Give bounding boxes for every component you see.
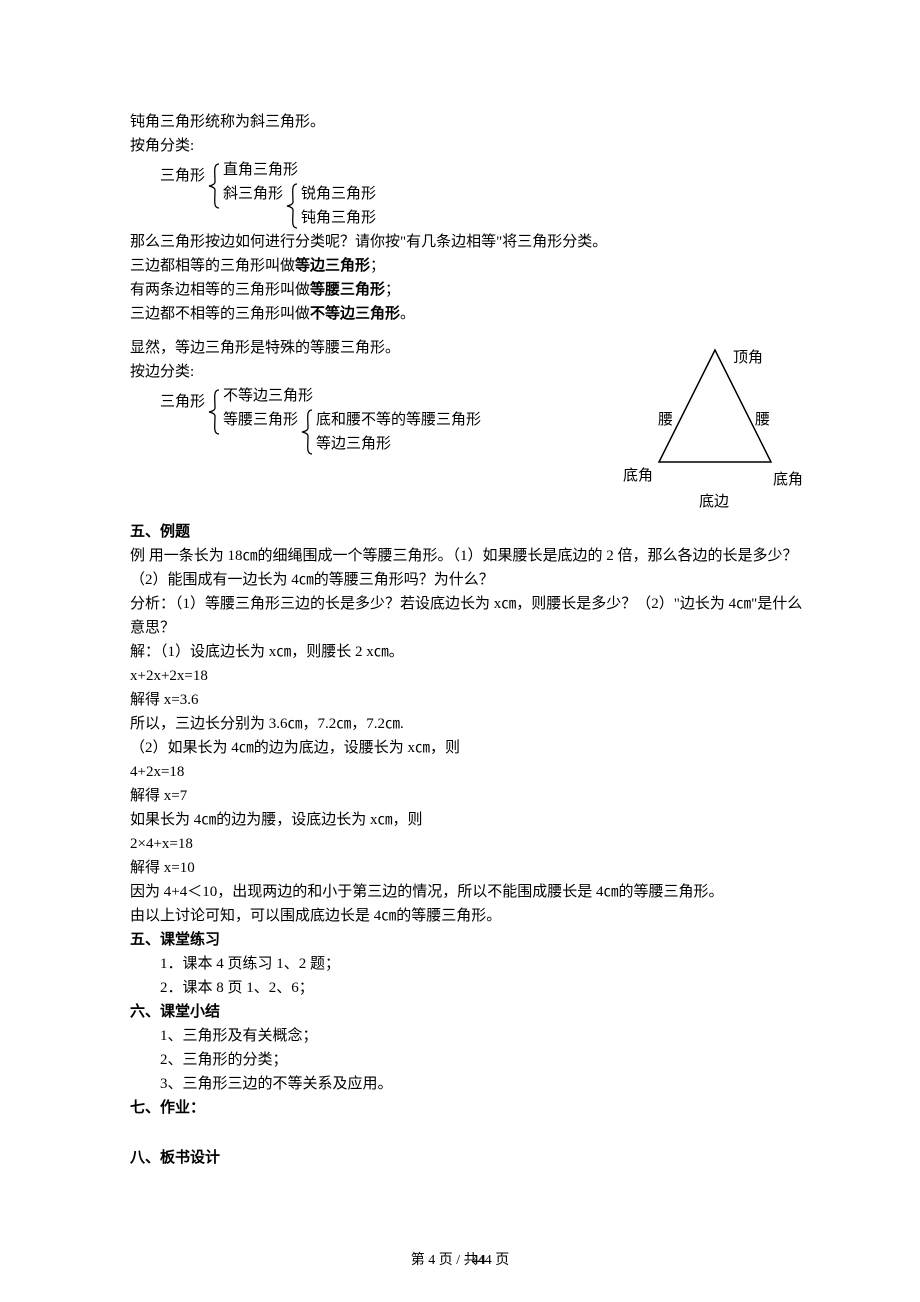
example-eq3: 2×4+x=18 [130,832,805,856]
example-sol1: 解：（1）设底边长为 x㎝，则腰长 2 x㎝。 [130,640,805,664]
heading-homework: 七、作业： [130,1096,805,1120]
edge-branch-isoceles: 等腰三角形 [223,408,298,432]
example-conc2: 由以上讨论可知，可以围成底边长是 4㎝的等腰三角形。 [130,904,805,928]
angle-leaf-obtuse: 钝角三角形 [301,206,376,230]
line-isoceles: 有两条边相等的三角形叫做等腰三角形； [130,278,805,302]
example-sol2b: 如果长为 4㎝的边为腰，设底边长为 x㎝，则 [130,808,805,832]
label-baseangle-left: 底角 [623,464,653,488]
summary-1: 1、三角形及有关概念； [130,1024,805,1048]
line-scalene: 三边都不相等的三角形叫做不等边三角形。 [130,302,805,326]
example-analysis: 分析：（1）等腰三角形三边的长是多少？若设底边长为 x㎝，则腰长是多少？（2）"… [130,592,805,640]
label-leg-right: 腰 [755,408,770,432]
heading-example: 五、例题 [130,520,805,544]
isoceles-diagram: 顶角 腰 腰 底角 底角 底边 [625,336,805,514]
heading-board: 八、板书设计 [130,1146,805,1170]
heading-summary: 六、课堂小结 [130,1000,805,1024]
line-by-angle-label: 按角分类: [130,134,805,158]
edge-branch-scalene: 不等边三角形 [223,384,481,408]
example-eq1r: 解得 x=3.6 [130,688,805,712]
edge-leaf-equilateral: 等边三角形 [316,432,481,456]
label-apex: 顶角 [733,346,763,370]
brace-icon [205,158,223,210]
example-eq2: 4+2x=18 [130,760,805,784]
line-edge-q: 那么三角形按边如何进行分类呢？请你按"有几条边相等"将三角形分类。 [130,230,805,254]
brace-icon [283,182,301,230]
classwork-2: 2．课本 8 页 1、2、6； [130,976,805,1000]
label-baseangle-right: 底角 [773,468,803,492]
brace-icon [205,384,223,436]
example-res1: 所以，三边长分别为 3.6㎝，7.2㎝，7.2㎝. [130,712,805,736]
line-obtuse-oblique: 钝角三角形统称为斜三角形。 [130,110,805,134]
example-conc1: 因为 4+4＜10，出现两边的和小于第三边的情况，所以不能围成腰长是 4㎝的等腰… [130,880,805,904]
heading-classwork: 五、课堂练习 [130,928,805,952]
angle-branch-right: 直角三角形 [223,158,376,182]
example-sol2a: （2）如果长为 4㎝的边为底边，设腰长为 x㎝，则 [130,736,805,760]
example-eq1: x+2x+2x=18 [130,664,805,688]
edge-tree-root: 三角形 [160,384,205,414]
classwork-1: 1．课本 4 页练习 1、2 题； [130,952,805,976]
example-eq2r: 解得 x=7 [130,784,805,808]
example-q: 例 用一条长为 18㎝的细绳围成一个等腰三角形。（1）如果腰长是底边的 2 倍，… [130,544,805,592]
label-leg-left: 腰 [658,408,673,432]
angle-tree-root: 三角形 [160,158,205,188]
example-eq3r: 解得 x=10 [130,856,805,880]
summary-2: 2、三角形的分类； [130,1048,805,1072]
label-base: 底边 [699,490,729,514]
angle-tree: 三角形 直角三角形 斜三角形 锐角三角形 钝角三角形 [130,158,805,230]
edge-tree: 三角形 不等边三角形 等腰三角形 底和腰不等的等腰三角形 等边三角形 [130,384,617,456]
page-number: 第 4 页 / 共4444 页 [0,1250,920,1272]
summary-3: 3、三角形三边的不等关系及应用。 [130,1072,805,1096]
brace-icon [298,408,316,456]
line-equilateral: 三边都相等的三角形叫做等边三角形； [130,254,805,278]
angle-leaf-acute: 锐角三角形 [301,182,376,206]
edge-leaf-diff: 底和腰不等的等腰三角形 [316,408,481,432]
angle-branch-oblique: 斜三角形 [223,182,283,206]
